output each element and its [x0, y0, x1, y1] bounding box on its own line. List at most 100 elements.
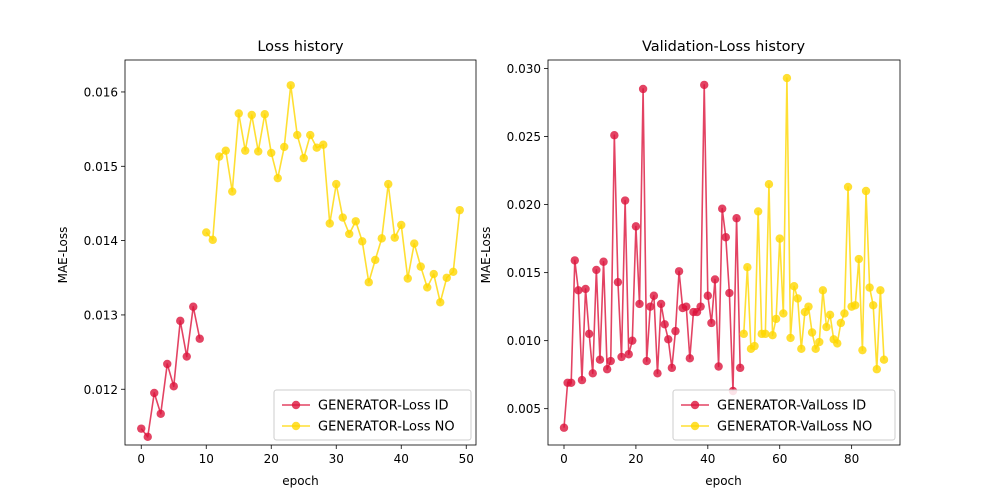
validation-loss-history-series-1-point: [577, 375, 587, 385]
loss-history-series-2-point: [338, 213, 347, 222]
loss-history-series-2-point: [254, 147, 263, 156]
validation-loss-history-legend: [672, 389, 896, 441]
loss-history-series-2-point: [455, 205, 464, 215]
validation-loss-history-series-2-point: [872, 365, 882, 374]
loss-history-series-2-point: [384, 179, 393, 189]
validation-loss-history-x-tick-label: 40: [700, 452, 715, 466]
validation-loss-history-series-2-point: [818, 286, 828, 295]
validation-loss-history-series-1-point: [707, 318, 716, 328]
validation-loss-history-series-1-point: [642, 356, 651, 366]
validation-loss-history-series-1-point: [646, 302, 655, 311]
loss-history-series-1-point: [143, 432, 152, 442]
loss-history-series-2-point: [332, 179, 341, 189]
validation-loss-history-series-2-point: [743, 262, 752, 272]
loss-history-y-tick-label: 0.015: [84, 160, 118, 174]
validation-loss-history-series-1-point: [613, 277, 623, 287]
validation-loss-history-series-1-point: [674, 267, 684, 276]
validation-loss-history-series-2-point: [833, 339, 842, 348]
validation-loss-history-series-2-point: [836, 318, 846, 328]
validation-loss-history-series-1-point: [685, 354, 695, 363]
loss-history-y-tick-label: 0.012: [84, 383, 118, 397]
validation-loss-history-series-1-point: [592, 265, 601, 275]
validation-loss-history-series-1-point: [682, 302, 691, 311]
validation-loss-history-series-2-point: [861, 186, 871, 196]
validation-loss-history-series-2-point: [854, 254, 864, 264]
loss-history-series-2-point: [377, 234, 386, 243]
validation-loss-history-series-2-point: [876, 286, 885, 295]
loss-history-series-2-point: [364, 278, 373, 287]
validation-loss-history-series-2-point: [843, 182, 853, 192]
validation-loss-history-xlabel: epoch: [705, 474, 742, 488]
validation-loss-history-series-1-point: [606, 356, 615, 366]
loss-history-x-tick-label: 0: [137, 452, 145, 466]
validation-loss-history-series-2-point: [815, 337, 824, 347]
loss-history-series-2-point: [397, 220, 406, 230]
validation-loss-history-series-1-point: [725, 288, 734, 298]
loss-history-series-2-point: [286, 81, 295, 90]
loss-history-y-tick-label: 0.014: [84, 234, 118, 248]
loss-history-series-1-point: [150, 388, 159, 398]
validation-loss-history-series-2-point: [811, 344, 820, 354]
loss-history-series-2-point: [429, 269, 438, 279]
validation-loss-history-series-1-point: [664, 335, 673, 344]
loss-history-series-2-point: [436, 298, 445, 307]
validation-loss-history-series-1-point: [628, 336, 637, 345]
validation-loss-history-series-2-point: [807, 328, 817, 337]
validation-loss-history-plot: Validation-Loss history epoch MAE-Loss 0…: [479, 39, 901, 488]
validation-loss-history-series-2-point: [775, 234, 784, 243]
validation-loss-history-series-2-point: [768, 331, 777, 340]
loss-history-series-2-point: [273, 173, 282, 183]
loss-history-series-2-point: [371, 255, 380, 265]
validation-loss-history-series-1-point: [620, 196, 630, 205]
loss-history-series-1-point: [195, 334, 204, 343]
validation-loss-history-legend-marker-2: [690, 421, 700, 431]
validation-loss-history-series-2-point: [786, 333, 795, 343]
loss-history-series-1-point: [137, 424, 146, 433]
validation-loss-history-series-1-point: [624, 350, 633, 359]
loss-history-series-2-point: [280, 142, 289, 152]
loss-history-series-2-point: [312, 143, 321, 152]
validation-loss-history-series-1-point: [595, 355, 605, 364]
validation-loss-history-series-2-point: [825, 310, 835, 320]
loss-history-axes-frame: [124, 59, 477, 446]
validation-loss-history-series-1-point: [653, 369, 662, 378]
loss-history-x-tick-label: 30: [329, 452, 344, 466]
loss-history-series-2-point: [234, 109, 243, 118]
validation-loss-history-series-2-point: [797, 344, 806, 354]
validation-loss-history-series-2-point: [764, 180, 774, 189]
loss-history-series-1-point: [182, 352, 191, 361]
validation-loss-history-axes-frame: [547, 59, 901, 446]
validation-loss-history-series-2-point: [771, 314, 781, 324]
loss-history-series-2-point: [208, 235, 217, 245]
validation-loss-history-series-2-point: [858, 345, 867, 355]
loss-history-y-tick-label: 0.016: [84, 85, 118, 99]
validation-loss-history-ylabel: MAE-Loss: [479, 227, 493, 284]
validation-loss-history-y-tick-label: 0.020: [507, 198, 541, 212]
validation-loss-history-series-2-point: [851, 301, 860, 310]
validation-loss-history-series-1-point: [599, 257, 608, 266]
validation-loss-history-series-1-point: [574, 286, 583, 295]
loss-history-series-2-line: [205, 84, 461, 304]
validation-loss-history-legend-label-2: GENERATOR-ValLoss NO: [717, 420, 872, 435]
validation-loss-history-series-1-point: [649, 291, 659, 300]
validation-loss-history-series-2-line: [742, 77, 885, 371]
loss-history-series-2-point: [215, 152, 224, 161]
validation-loss-history-series-2-point: [822, 322, 831, 332]
validation-loss-history-series-1-point: [714, 362, 723, 371]
loss-history-series-1-point: [163, 359, 172, 369]
loss-history-series-2-point: [247, 110, 256, 120]
validation-loss-history-y-tick-label: 0.025: [507, 130, 541, 144]
loss-history-title: Loss history: [257, 39, 344, 55]
validation-loss-history-series-1-point: [602, 365, 612, 374]
loss-history-series-1-point: [156, 409, 165, 418]
validation-loss-history-legend-marker-1: [690, 400, 700, 410]
loss-history-series-2-point: [306, 130, 315, 140]
loss-history-series-2-point: [423, 283, 432, 292]
loss-history-series-2-point: [390, 233, 399, 242]
loss-history-series-2-point: [241, 146, 250, 155]
validation-loss-history-y-tick-label: 0.010: [507, 334, 541, 348]
validation-loss-history-series-1-point: [671, 326, 680, 336]
validation-loss-history-x-tick-label: 80: [844, 452, 859, 466]
loss-history-legend-label-1: GENERATOR-Loss ID: [318, 399, 448, 414]
